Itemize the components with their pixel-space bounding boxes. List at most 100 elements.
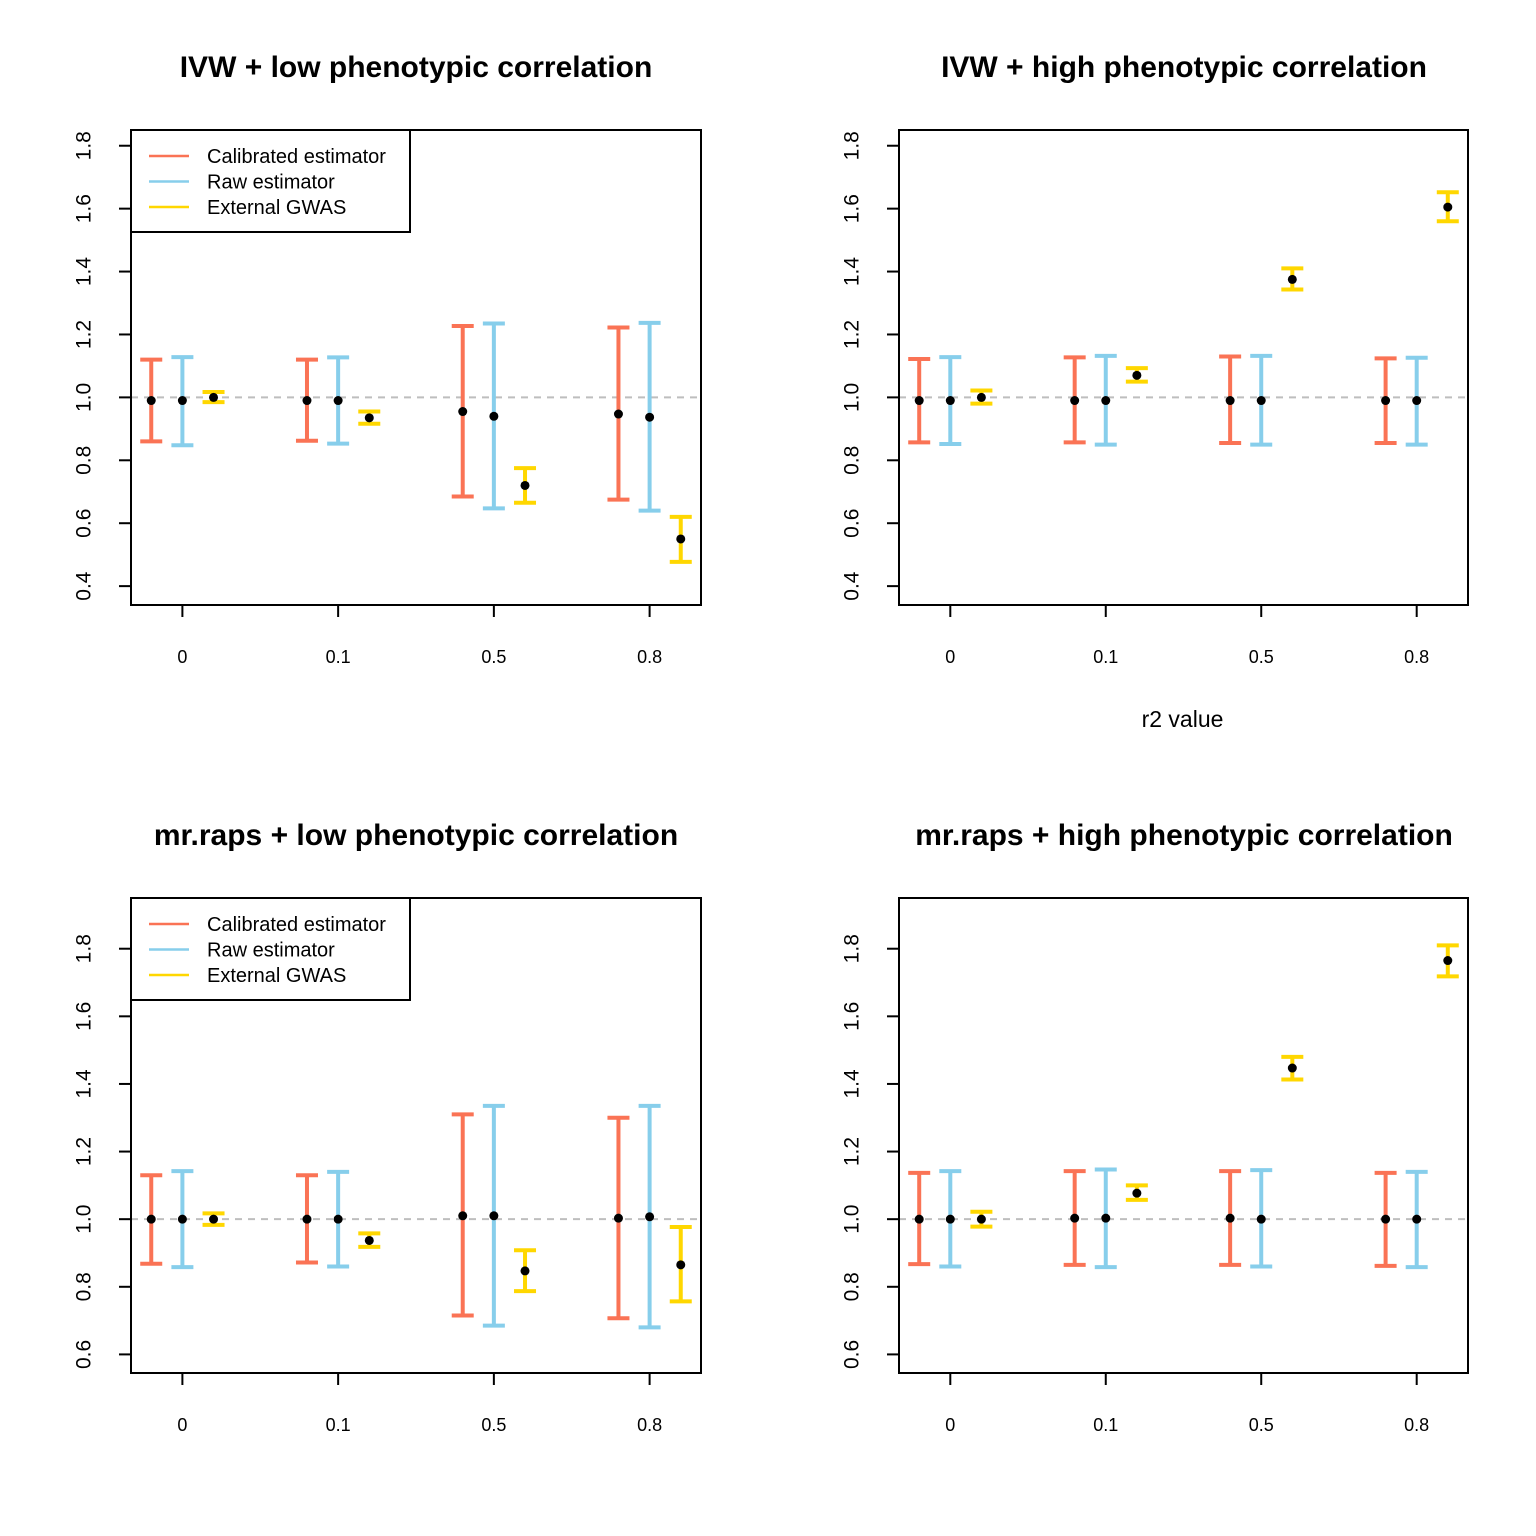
point-estimate: [1412, 1214, 1422, 1224]
chart-panel-2: IVW + high phenotypic correlation 0.4 0.6 0…: [841, 51, 1469, 732]
y-tick-label: 1.0: [841, 383, 864, 412]
plot-frame: [898, 897, 1469, 1374]
y-tick-label: 1.0: [841, 1205, 864, 1234]
error-bar: [451, 1112, 474, 1318]
error-bar: [669, 1224, 692, 1304]
x-tick-label: 0.5: [481, 647, 506, 667]
chart-title: IVW + high phenotypic correlation: [941, 51, 1427, 84]
point-estimate: [1287, 1063, 1297, 1073]
error-bar: [171, 1169, 194, 1270]
point-estimate: [209, 392, 219, 402]
x-tick-label: 0.5: [1249, 1415, 1274, 1435]
y-tick-label: 1.4: [841, 257, 864, 287]
error-bar: [939, 355, 962, 446]
error-bar: [1250, 353, 1273, 447]
x-tick-label: 0.1: [1093, 647, 1118, 667]
y-tick-label: 1.8: [73, 131, 96, 160]
point-estimate: [945, 396, 955, 406]
point-estimate: [333, 1214, 343, 1224]
point-estimate: [645, 412, 655, 422]
point-estimate: [302, 396, 312, 406]
y-tick-label: 1.0: [73, 383, 96, 412]
error-bar: [908, 1170, 931, 1267]
error-bar: [970, 388, 993, 406]
error-bar: [1094, 1167, 1117, 1270]
error-bar: [1281, 1054, 1304, 1082]
x-axis-label: r2 value: [1142, 706, 1224, 732]
point-estimate: [676, 1260, 686, 1270]
chart-panel-1: IVW + low phenotypic correlation 0.4 0.6 0.…: [73, 51, 702, 667]
error-bar: [451, 323, 474, 499]
x-tick-label: 0.5: [1249, 647, 1274, 667]
point-estimate: [1381, 1214, 1391, 1224]
point-estimate: [489, 1211, 499, 1221]
point-estimate: [1132, 370, 1142, 380]
y-tick-label: 1.0: [73, 1205, 96, 1234]
error-bar: [140, 1173, 163, 1266]
error-bar: [514, 1248, 537, 1294]
plot-frame: [898, 129, 1469, 606]
legend-label: External GWAS: [207, 965, 346, 987]
x-tick-label: 0.1: [326, 647, 351, 667]
series-external: [970, 190, 1459, 406]
point-estimate: [333, 396, 343, 406]
x-tick-label: 0.5: [481, 1415, 506, 1435]
x-tick-label: 0: [177, 647, 187, 667]
legend-label: Calibrated estimator: [207, 146, 386, 168]
point-estimate: [458, 407, 468, 417]
error-bar: [1405, 1169, 1428, 1270]
y-tick-label: 1.8: [841, 934, 864, 963]
point-estimate: [613, 409, 623, 419]
x-tick-label: 0.8: [637, 647, 662, 667]
point-estimate: [520, 1266, 530, 1276]
point-estimate: [976, 1214, 986, 1224]
error-bar: [939, 1169, 962, 1269]
error-bar: [202, 1211, 225, 1227]
legend: Calibrated estimator Raw estimator Externa…: [130, 129, 411, 233]
y-tick-label: 0.4: [841, 571, 864, 601]
point-estimate: [914, 1214, 924, 1224]
error-bar: [140, 357, 163, 444]
chart-panel-3: mr.raps + low phenotypic correlation 0.6 0…: [73, 819, 702, 1435]
point-estimate: [1225, 1213, 1235, 1223]
point-estimate: [1256, 396, 1266, 406]
y-tick-label: 0.8: [841, 1272, 864, 1301]
error-bar: [1219, 354, 1242, 445]
legend-label: Raw estimator: [207, 172, 335, 194]
series-raw: [939, 353, 1428, 447]
error-bar: [1125, 366, 1148, 384]
plot-frame: [130, 129, 702, 606]
point-estimate: [1256, 1214, 1266, 1224]
series-external: [970, 943, 1459, 1229]
y-tick-label: 1.6: [841, 1002, 864, 1031]
error-bar: [1063, 355, 1086, 445]
series-calibrated: [140, 323, 630, 502]
error-bar: [358, 1231, 381, 1249]
series-calibrated: [908, 354, 1397, 445]
x-tick-label: 0: [177, 1415, 187, 1435]
point-estimate: [945, 1214, 955, 1224]
error-bar: [482, 1103, 505, 1328]
error-bar: [1094, 353, 1117, 447]
point-estimate: [613, 1213, 623, 1223]
point-estimate: [1225, 396, 1235, 406]
error-bar: [607, 325, 630, 502]
point-estimate: [146, 1214, 156, 1224]
error-bar: [1219, 1169, 1242, 1267]
legend-label: Calibrated estimator: [207, 914, 386, 936]
y-tick-label: 0.4: [73, 571, 96, 601]
series-calibrated: [908, 1169, 1397, 1268]
error-bar: [669, 514, 692, 564]
legend-label: External GWAS: [207, 197, 346, 219]
error-bar: [171, 355, 194, 448]
point-estimate: [1101, 1213, 1111, 1223]
y-tick-label: 0.8: [841, 446, 864, 475]
y-tick-label: 0.6: [841, 509, 864, 538]
legend-label: Raw estimator: [207, 940, 335, 962]
point-estimate: [1443, 202, 1453, 212]
y-tick-label: 0.8: [73, 446, 96, 475]
y-tick-label: 1.2: [73, 1137, 96, 1166]
y-tick-label: 1.6: [73, 194, 96, 223]
y-tick-label: 0.6: [73, 1340, 96, 1369]
